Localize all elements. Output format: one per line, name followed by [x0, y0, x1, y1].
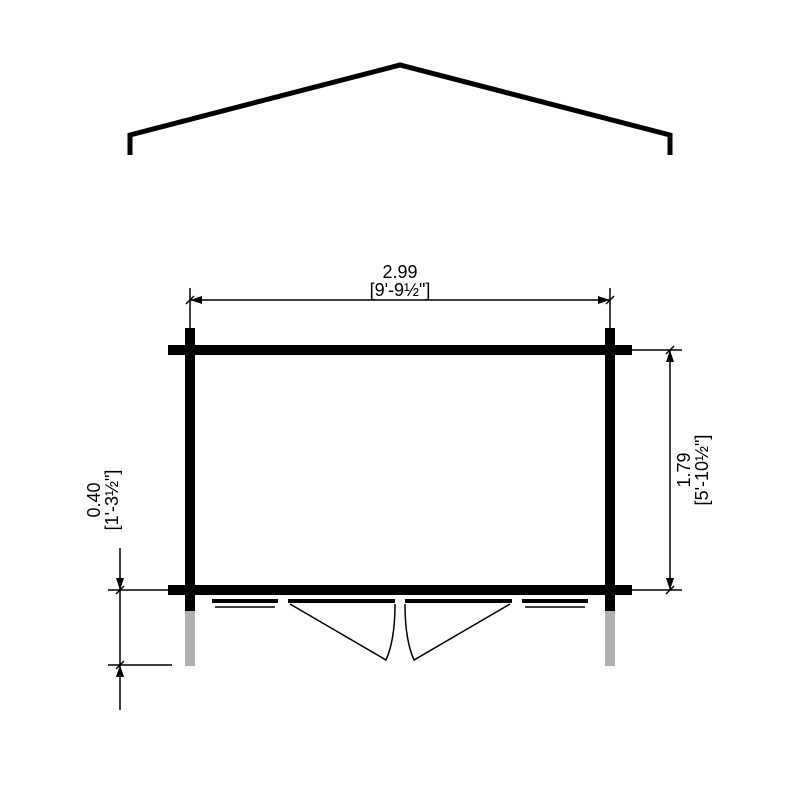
dim-top-metric: 2.99: [382, 262, 417, 282]
dim-right-imperial: [5'-10½"]: [692, 435, 712, 506]
door-swing: [290, 604, 510, 660]
dim-left-imperial: [1'-3½"]: [102, 470, 122, 531]
dim-top-imperial: [9'-9½"]: [370, 280, 431, 300]
plan-walls: [168, 328, 632, 612]
dim-left-metric: 0.40: [84, 482, 104, 517]
front-bars: [212, 601, 588, 607]
roof-profile: [130, 65, 670, 155]
dimension-left: [108, 548, 172, 710]
porch-posts: [185, 611, 615, 666]
dim-right-metric: 1.79: [674, 452, 694, 487]
